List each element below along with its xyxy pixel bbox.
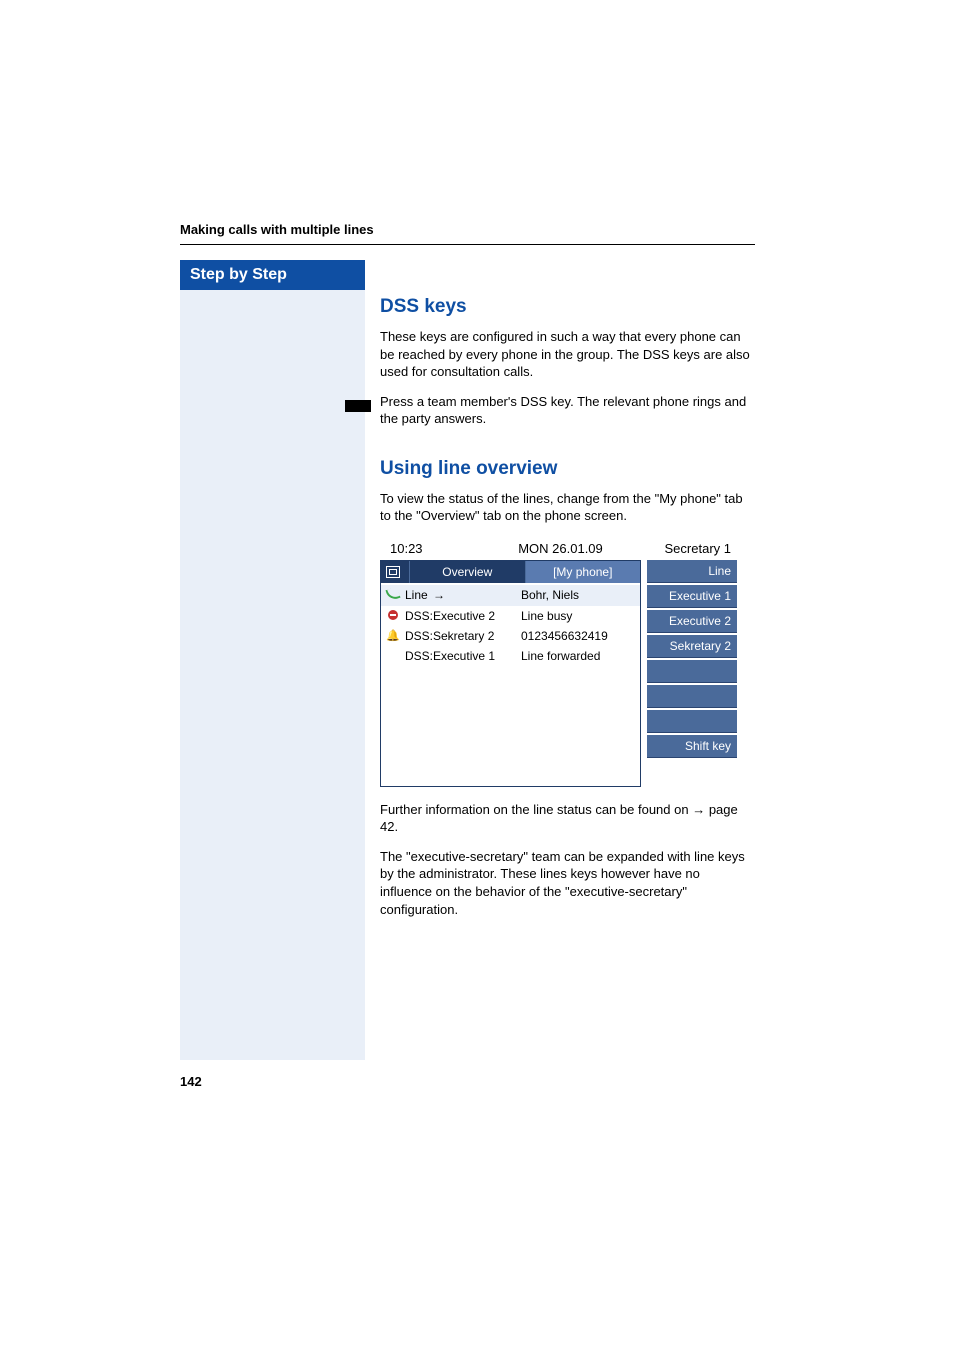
line-label: DSS:Executive 2 — [405, 609, 521, 623]
dss-paragraph-2: Press a team member's DSS key. The relev… — [380, 393, 750, 428]
softkey-blank[interactable] — [647, 660, 737, 683]
line-value: Line forwarded — [521, 649, 634, 663]
softkey-line[interactable]: Line — [647, 560, 737, 583]
phone-tabs: Overview [My phone] — [381, 561, 640, 583]
softkey-executive-2[interactable]: Executive 2 — [647, 610, 737, 633]
softkey-sekretary-2[interactable]: Sekretary 2 — [647, 635, 737, 658]
overview-paragraph-1: To view the status of the lines, change … — [380, 490, 750, 525]
dss-paragraph-1: These keys are configured in such a way … — [380, 328, 750, 381]
tab-overview[interactable]: Overview — [410, 561, 526, 583]
tab-my-phone[interactable]: [My phone] — [526, 561, 641, 583]
bell-icon: 🔔 — [385, 629, 401, 642]
heading-dss-keys: DSS keys — [380, 296, 750, 318]
tab-my-phone-label: [My phone] — [553, 565, 612, 579]
phone-time: 10:23 — [390, 541, 480, 556]
step-sidebar: Step by Step — [180, 260, 365, 1060]
busy-icon — [385, 609, 401, 623]
page-header: Making calls with multiple lines — [180, 222, 374, 237]
phone-screen: 10:23 MON 26.01.09 Secretary 1 Overview … — [380, 537, 737, 787]
footer-paragraph-1: Further information on the line status c… — [380, 801, 750, 836]
header-rule — [180, 244, 755, 245]
page-number: 142 — [180, 1074, 202, 1089]
phone-status-bar: 10:23 MON 26.01.09 Secretary 1 — [380, 537, 737, 560]
softkey-executive-1[interactable]: Executive 1 — [647, 585, 737, 608]
key-icon — [345, 400, 371, 412]
softkey-column: Line Executive 1 Executive 2 Sekretary 2… — [647, 560, 737, 787]
line-value: 0123456632419 — [521, 629, 634, 643]
softkey-shift[interactable]: Shift key — [647, 735, 737, 758]
list-item[interactable]: 🔔 DSS:Sekretary 2 0123456632419 — [381, 626, 640, 646]
softkey-blank[interactable] — [647, 685, 737, 708]
phone-body: Overview [My phone] Line → Bohr, Niel — [380, 560, 737, 787]
page: Making calls with multiple lines Step by… — [0, 0, 954, 1351]
list-item[interactable]: DSS:Executive 2 Line busy — [381, 606, 640, 626]
line-list: Line → Bohr, Niels DSS:Executive 2 Line … — [381, 583, 640, 786]
content-column: DSS keys These keys are configured in su… — [380, 260, 750, 930]
offhook-icon — [385, 588, 401, 603]
tab-context-icon[interactable] — [381, 561, 410, 583]
line-value: Line busy — [521, 609, 634, 623]
line-label: DSS:Sekretary 2 — [405, 629, 521, 643]
footer-paragraph-2: The "executive-secretary" team can be ex… — [380, 848, 750, 918]
arrow-right-icon: → — [692, 802, 705, 817]
phone-main-panel: Overview [My phone] Line → Bohr, Niel — [380, 560, 641, 787]
list-item[interactable]: DSS:Executive 1 Line forwarded — [381, 646, 640, 666]
list-item[interactable]: Line → Bohr, Niels — [381, 585, 640, 606]
context-icon — [386, 566, 400, 578]
softkey-blank[interactable] — [647, 710, 737, 733]
line-value: Bohr, Niels — [521, 588, 634, 602]
phone-owner: Secretary 1 — [641, 541, 731, 556]
line-label: DSS:Executive 1 — [405, 649, 521, 663]
heading-line-overview: Using line overview — [380, 458, 750, 480]
phone-date: MON 26.01.09 — [480, 541, 641, 556]
line-label: Line → — [405, 588, 521, 602]
arrow-right-icon: → — [433, 588, 445, 602]
tab-overview-label: Overview — [442, 565, 492, 579]
sidebar-title: Step by Step — [180, 260, 365, 290]
